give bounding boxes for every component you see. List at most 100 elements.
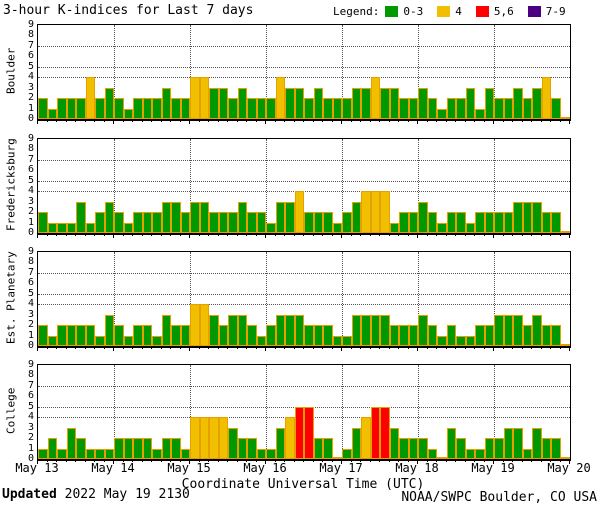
day-gridline bbox=[418, 365, 419, 459]
k-bar bbox=[294, 87, 304, 119]
k-bar bbox=[323, 98, 333, 119]
day-gridline bbox=[494, 252, 495, 346]
k-bar bbox=[532, 201, 542, 233]
x-tick bbox=[56, 120, 57, 122]
day-label: May 15 bbox=[167, 461, 211, 475]
k-bar bbox=[465, 222, 475, 233]
k-bar bbox=[342, 335, 352, 346]
k-bar bbox=[190, 304, 200, 346]
k-bar bbox=[47, 108, 57, 119]
legend: Legend: 0-3 4 5,6 7-9 bbox=[333, 5, 580, 18]
x-tick bbox=[208, 460, 209, 462]
x-tick bbox=[75, 460, 76, 462]
x-tick bbox=[445, 120, 447, 122]
k-bar bbox=[237, 87, 247, 119]
k-bar bbox=[247, 212, 257, 233]
k-bar bbox=[370, 406, 380, 459]
k-bar bbox=[180, 448, 190, 459]
y-tick-label: 9 bbox=[27, 359, 34, 370]
k-bar bbox=[551, 212, 561, 233]
k-bar bbox=[256, 98, 266, 119]
k-bar bbox=[133, 98, 143, 119]
x-tick bbox=[227, 460, 228, 462]
k-bar bbox=[199, 201, 209, 233]
k-bar bbox=[209, 87, 219, 119]
x-tick bbox=[160, 120, 162, 122]
k-bar bbox=[532, 427, 542, 459]
k-bar bbox=[57, 325, 67, 346]
x-tick bbox=[341, 347, 342, 351]
x-tick bbox=[341, 120, 342, 124]
day-label: May 13 bbox=[15, 461, 59, 475]
k-bar bbox=[114, 98, 124, 119]
k-bar bbox=[370, 314, 380, 346]
day-gridline bbox=[114, 252, 115, 346]
x-tick bbox=[103, 460, 105, 462]
y-tick-label: 1 bbox=[27, 102, 34, 114]
x-tick bbox=[198, 460, 200, 462]
x-tick bbox=[103, 347, 105, 349]
y-tick-label: 5 bbox=[27, 60, 34, 72]
k-bar bbox=[294, 191, 304, 233]
panel-label-fredericksburg: Fredericksburg bbox=[4, 138, 18, 232]
day-gridline bbox=[494, 25, 495, 119]
k-bar bbox=[95, 98, 105, 119]
panel-label-college: College bbox=[4, 387, 18, 435]
x-tick bbox=[312, 460, 314, 462]
x-tick bbox=[322, 120, 323, 122]
x-tick bbox=[360, 120, 361, 122]
gridline-k7 bbox=[38, 45, 570, 47]
x-tick bbox=[274, 460, 276, 462]
k-bar bbox=[503, 427, 513, 459]
k-bar bbox=[361, 87, 371, 119]
x-tick bbox=[265, 234, 266, 238]
k-bar bbox=[408, 438, 418, 459]
x-tick bbox=[331, 120, 333, 122]
k-bar bbox=[323, 212, 333, 233]
x-tick bbox=[512, 120, 513, 122]
x-tick bbox=[246, 347, 247, 349]
x-tick bbox=[227, 347, 228, 349]
k-bar bbox=[228, 212, 238, 233]
k-bar bbox=[313, 212, 323, 233]
y-tick-label: 0 bbox=[27, 453, 34, 464]
k-bar bbox=[38, 448, 48, 459]
k-bar bbox=[437, 222, 447, 233]
k-bar bbox=[114, 212, 124, 233]
x-tick bbox=[407, 460, 409, 462]
k-bar bbox=[104, 448, 114, 459]
x-tick bbox=[350, 234, 352, 236]
credit-text: NOAA/SWPC Boulder, CO USA bbox=[401, 490, 597, 505]
k-bar bbox=[532, 314, 542, 346]
x-tick bbox=[331, 460, 333, 462]
x-tick bbox=[37, 460, 38, 464]
x-tick bbox=[559, 460, 561, 462]
k-bar bbox=[123, 438, 133, 459]
x-tick bbox=[455, 460, 456, 462]
x-tick bbox=[303, 234, 304, 236]
x-tick bbox=[322, 234, 323, 236]
k-bar bbox=[104, 87, 114, 119]
k-bar bbox=[332, 335, 342, 346]
x-tick bbox=[141, 120, 143, 122]
k-bar bbox=[418, 438, 428, 459]
x-tick bbox=[531, 120, 532, 122]
k-bar bbox=[313, 87, 323, 119]
day-gridline bbox=[190, 365, 191, 459]
k-bar bbox=[361, 191, 371, 233]
k-bar bbox=[209, 212, 219, 233]
x-tick bbox=[265, 347, 266, 351]
k-bar bbox=[161, 314, 171, 346]
x-tick bbox=[569, 347, 570, 351]
x-tick bbox=[236, 120, 238, 122]
k-bar bbox=[38, 212, 48, 233]
x-tick bbox=[170, 347, 171, 349]
x-tick bbox=[284, 460, 285, 462]
x-tick bbox=[464, 234, 466, 236]
x-tick bbox=[341, 460, 342, 464]
x-tick bbox=[436, 234, 437, 236]
x-tick bbox=[160, 234, 162, 236]
x-tick bbox=[217, 460, 219, 462]
k-bar bbox=[275, 77, 285, 119]
k-bar bbox=[266, 98, 276, 119]
